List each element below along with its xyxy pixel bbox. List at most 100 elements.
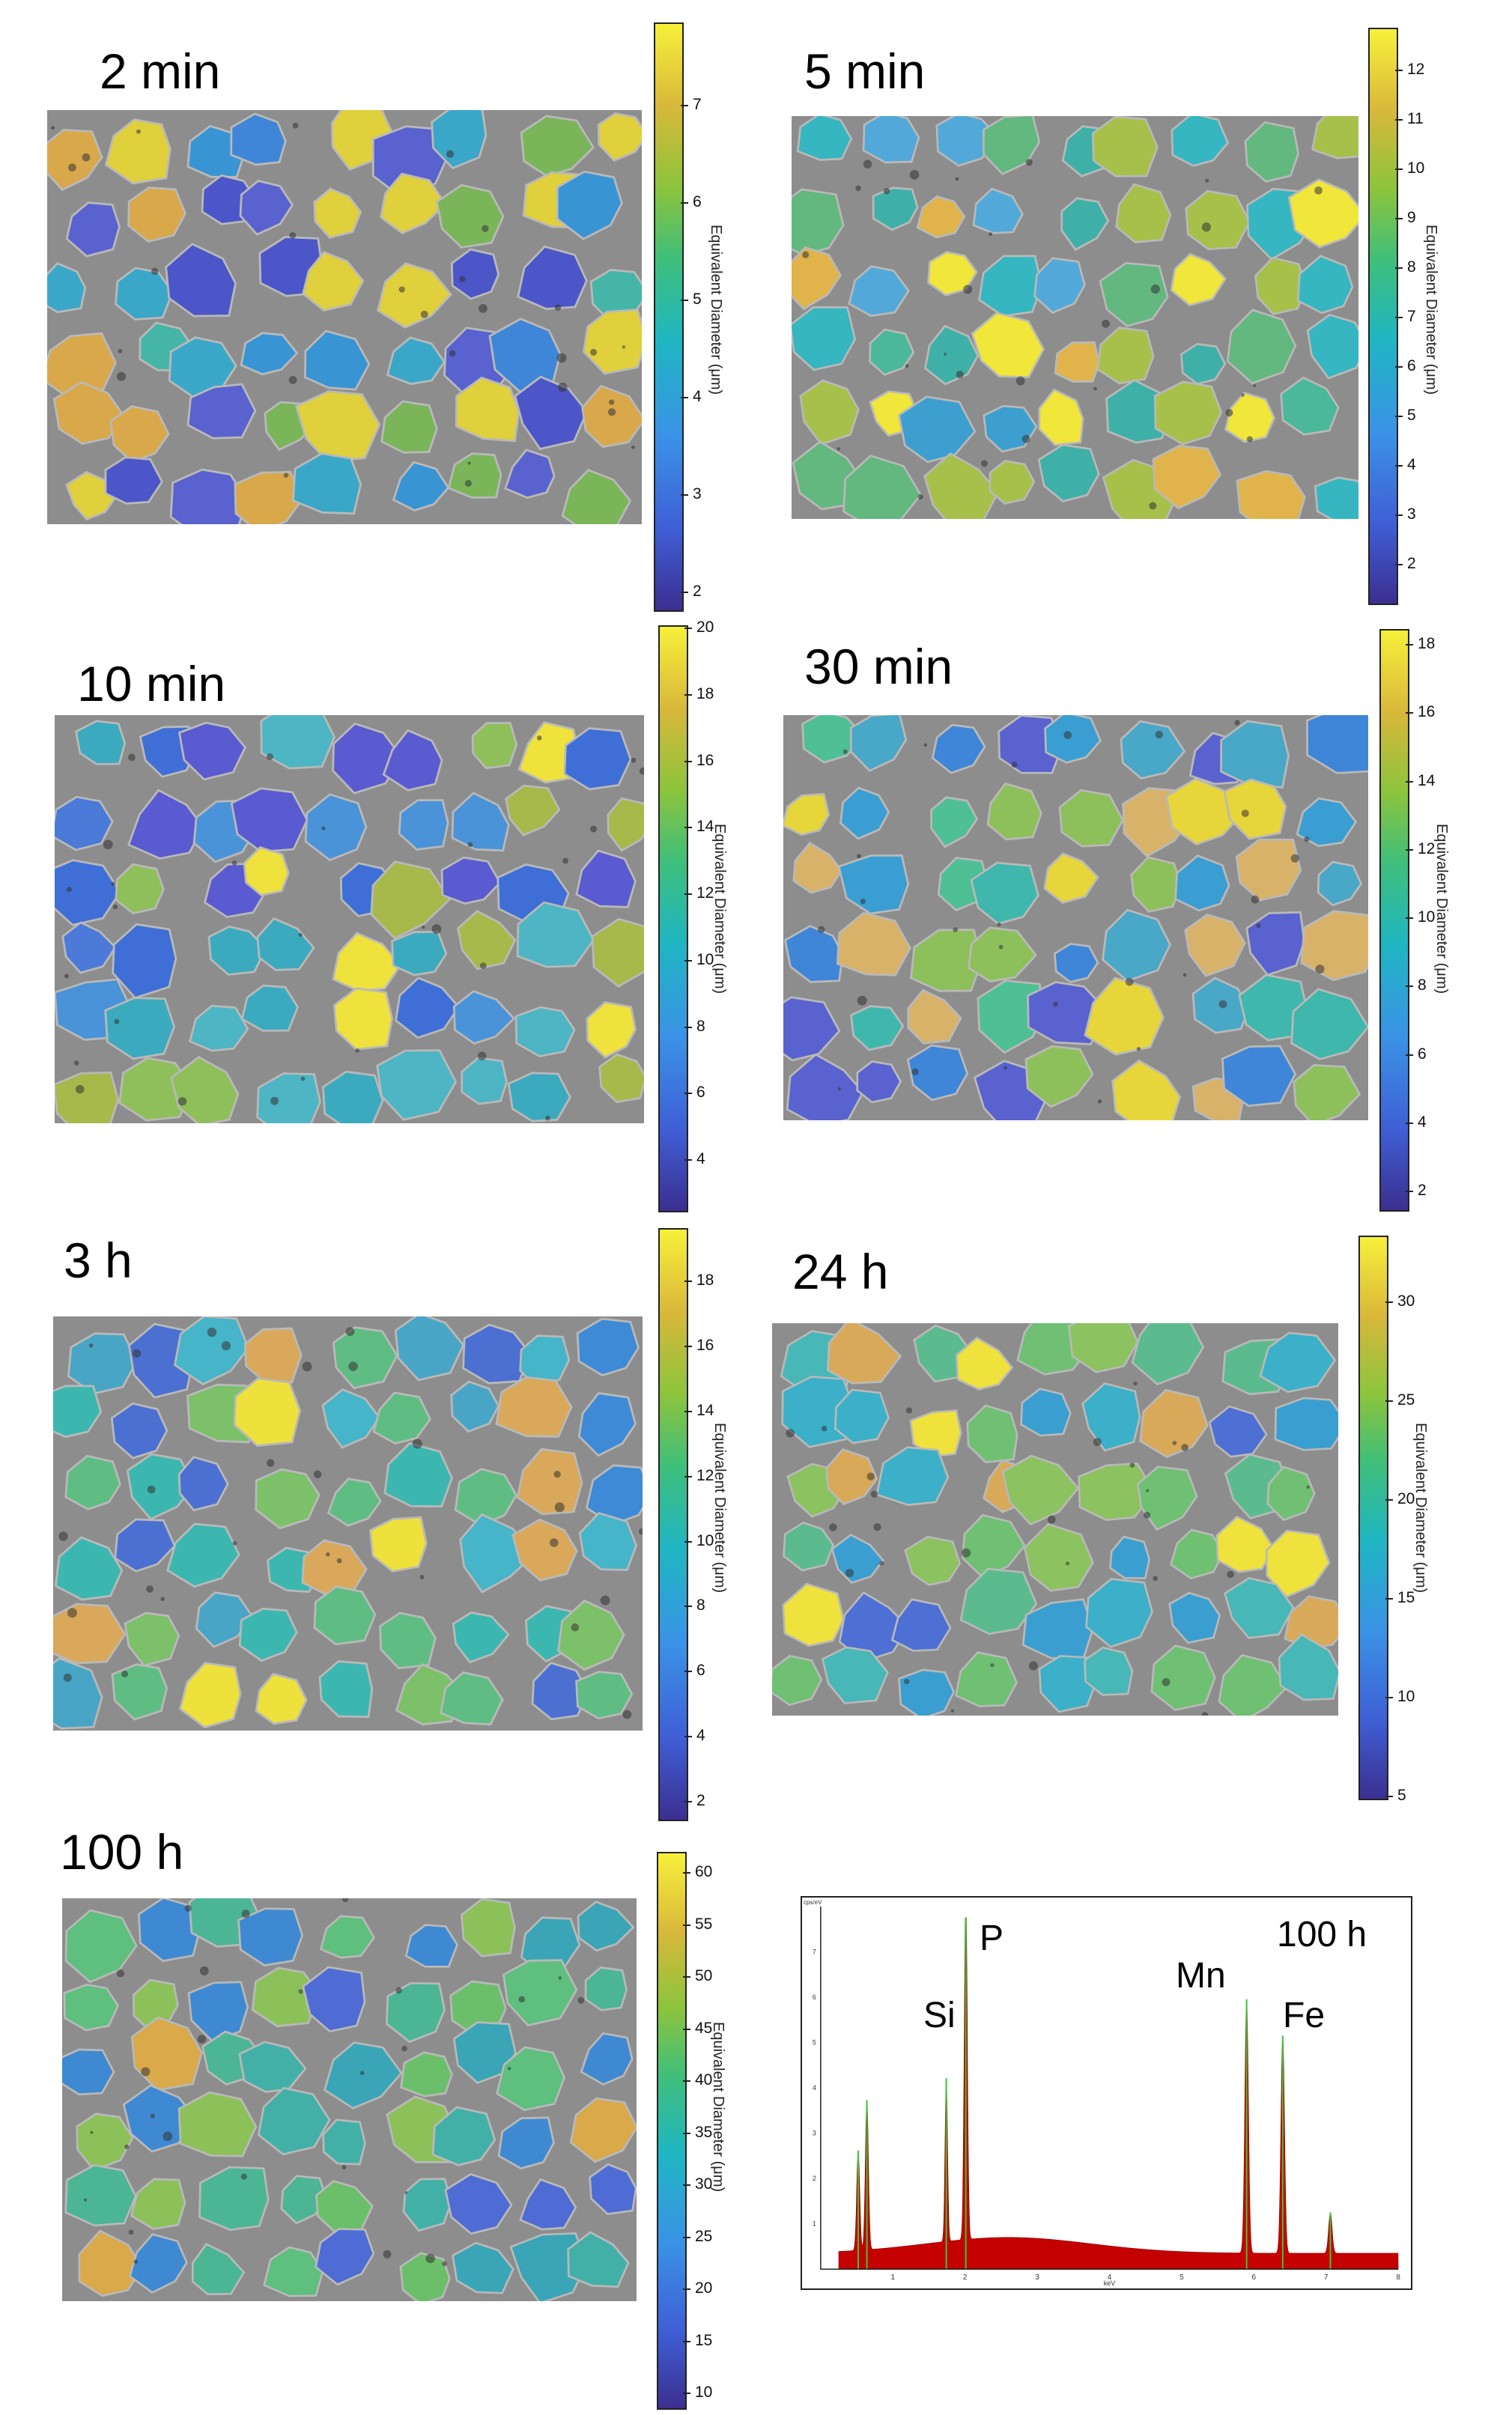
pore (412, 1439, 422, 1449)
pore (116, 371, 127, 381)
pore (313, 1470, 322, 1479)
grain (575, 1671, 634, 1720)
pore (420, 310, 428, 318)
grain (179, 1662, 242, 1729)
colorbar-tick: 5 (1385, 1787, 1406, 1804)
pore (459, 276, 466, 282)
grain (1300, 910, 1368, 982)
colorbar-5min (1368, 28, 1398, 605)
pore (609, 399, 615, 405)
pore (359, 2071, 365, 2076)
grain (64, 2163, 137, 2227)
grain (240, 984, 300, 1032)
colorbar-tick: 50 (682, 1967, 713, 1984)
grain (862, 116, 920, 164)
pore (1315, 965, 1325, 974)
colorbar-tick: 11 (1395, 110, 1424, 127)
pore (989, 232, 993, 237)
grain (454, 1468, 518, 1527)
element-label-si: Si (923, 1996, 956, 2035)
pore (883, 187, 890, 195)
grain (369, 1516, 428, 1573)
grain (556, 170, 623, 240)
pore (111, 881, 116, 887)
grain (906, 1044, 969, 1102)
grain (444, 2172, 513, 2235)
grain (971, 312, 1045, 379)
colorbar-tick: 8 (684, 1017, 705, 1035)
grain (431, 110, 488, 170)
grain (1081, 1382, 1141, 1452)
colorbar-tick: 60 (682, 1863, 713, 1880)
grain (386, 336, 446, 386)
pore (863, 160, 872, 169)
pore (300, 1076, 306, 1081)
grain (127, 789, 205, 860)
colorbar-tick: 4 (1395, 456, 1416, 473)
grain (471, 722, 518, 770)
grain (1115, 183, 1172, 243)
grain (531, 1662, 590, 1721)
pore (58, 1531, 68, 1541)
grain (332, 1326, 398, 1390)
grain (801, 715, 866, 764)
grain (256, 1072, 321, 1123)
pore (90, 2130, 94, 2134)
pore (553, 1471, 561, 1478)
pore (67, 1608, 77, 1618)
grain (1184, 913, 1246, 977)
pore (419, 1575, 425, 1579)
pore (270, 1096, 279, 1105)
grain (783, 925, 844, 983)
grain (520, 115, 595, 177)
colorbar-tick: 18 (1405, 635, 1436, 652)
grain (380, 400, 438, 454)
colorbar-tick: 6 (1395, 357, 1416, 374)
grain (1043, 852, 1099, 905)
pore (870, 1490, 878, 1498)
grain (1245, 911, 1306, 976)
grain (1284, 1595, 1338, 1650)
grain (1179, 342, 1227, 386)
grain (842, 455, 922, 519)
grain (561, 469, 632, 524)
grain (431, 2106, 497, 2166)
pore (467, 842, 473, 848)
grain (319, 1915, 375, 1959)
grain (111, 1663, 168, 1721)
pore (1306, 1485, 1310, 1489)
pore (622, 1710, 632, 1719)
grain (379, 172, 447, 234)
colorbar-title-5min: Equivalent Diameter (μm) (1423, 225, 1439, 395)
grain (462, 1323, 531, 1385)
pore (66, 887, 73, 893)
pore (1053, 1001, 1058, 1007)
colorbar-tick: 2 (684, 1792, 705, 1809)
pore (923, 743, 928, 747)
grain (834, 1388, 890, 1445)
grain (315, 2228, 375, 2286)
spectrum-curve (838, 1917, 1399, 2270)
grain (517, 245, 588, 310)
grain (1311, 116, 1358, 160)
grain (332, 932, 402, 992)
grain (585, 1464, 643, 1526)
pore (68, 163, 76, 172)
pore (298, 932, 303, 938)
grain (255, 1672, 308, 1725)
grain (1215, 1516, 1275, 1573)
grain (495, 2046, 566, 2112)
pore (1144, 1511, 1151, 1519)
grain (827, 1323, 902, 1385)
grain (256, 917, 315, 971)
grain (318, 1660, 374, 1719)
grain (1024, 1045, 1094, 1108)
grain (923, 452, 1000, 519)
grain (1038, 1655, 1098, 1713)
grain (1314, 476, 1358, 519)
grain (1037, 443, 1100, 502)
grain (1044, 715, 1102, 764)
pore (482, 225, 489, 232)
grain (239, 179, 294, 236)
grain (837, 854, 910, 915)
